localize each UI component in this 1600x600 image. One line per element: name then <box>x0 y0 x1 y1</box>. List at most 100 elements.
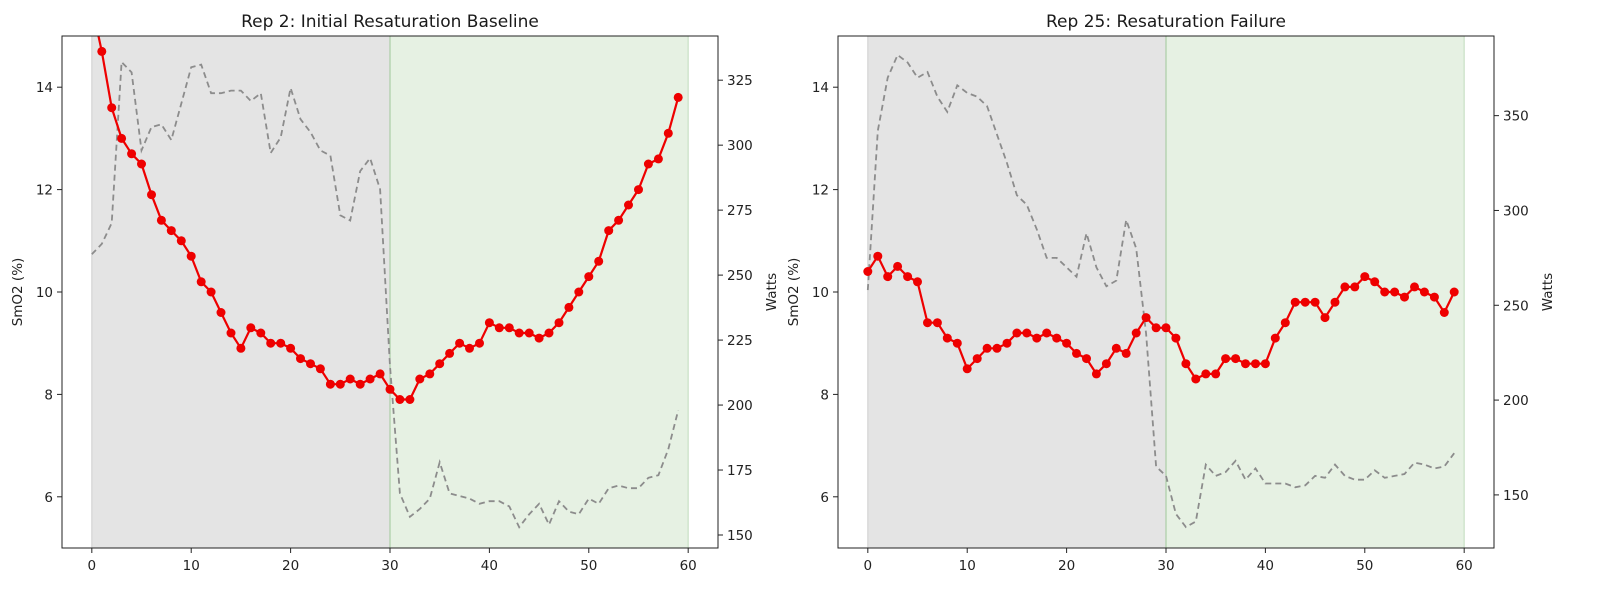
y-axis-label-right: Watts <box>1540 273 1556 311</box>
smo2-point <box>196 277 206 287</box>
smo2-point <box>306 359 315 369</box>
smo2-point <box>97 46 107 56</box>
smo2-point <box>504 323 514 333</box>
y-tick-label-right: 250 <box>1503 298 1529 314</box>
x-tick-label: 30 <box>381 558 398 574</box>
smo2-point <box>127 149 137 159</box>
y-tick-label-left: 8 <box>820 387 829 403</box>
smo2-point <box>962 364 972 374</box>
chart-rep-25: Rep 25: Resaturation Failure SmO2 (%) Wa… <box>786 12 1556 574</box>
smo2-point <box>147 190 156 200</box>
smo2-point <box>1380 287 1390 297</box>
smo2-point <box>1320 313 1330 323</box>
smo2-point <box>1260 359 1270 369</box>
y-tick-label-left: 8 <box>44 387 53 403</box>
smo2-point <box>1181 359 1191 369</box>
smo2-point <box>455 338 465 348</box>
smo2-point <box>1161 323 1171 333</box>
smo2-point <box>216 308 226 317</box>
smo2-point <box>1419 287 1429 297</box>
smo2-point <box>355 379 365 389</box>
smo2-point <box>893 261 903 271</box>
smo2-point <box>634 185 643 195</box>
smo2-point <box>475 338 484 348</box>
y-tick-label-right: 300 <box>1503 203 1529 219</box>
smo2-point <box>226 328 236 338</box>
smo2-point <box>1251 359 1260 369</box>
smo2-point <box>643 159 653 169</box>
chart-title: Rep 2: Initial Resaturation Baseline <box>241 12 539 32</box>
smo2-point <box>335 379 345 389</box>
smo2-point <box>1191 374 1201 384</box>
smo2-point <box>584 272 594 282</box>
chart-title: Rep 25: Resaturation Failure <box>1046 12 1286 32</box>
smo2-point <box>1330 297 1340 307</box>
y-tick-label-right: 275 <box>727 203 753 219</box>
smo2-point <box>624 200 633 210</box>
smo2-point <box>544 328 554 338</box>
smo2-point <box>107 103 117 113</box>
smo2-point <box>435 359 445 369</box>
y-tick-label-right: 150 <box>1503 488 1529 504</box>
smo2-point <box>1231 354 1241 364</box>
y-tick-label-left: 12 <box>812 183 829 199</box>
y-tick-label-right: 200 <box>1503 393 1529 409</box>
smo2-point <box>1151 323 1161 333</box>
smo2-point <box>1221 354 1231 364</box>
smo2-point <box>246 323 256 333</box>
x-tick-label: 20 <box>1058 558 1075 574</box>
smo2-point <box>574 287 584 297</box>
smo2-point <box>873 251 883 261</box>
smo2-point <box>1201 369 1211 379</box>
y-tick-label-left: 14 <box>36 80 53 96</box>
series-group <box>91 36 683 529</box>
smo2-point <box>923 318 932 328</box>
smo2-point <box>952 338 962 348</box>
smo2-point <box>1270 333 1280 343</box>
smo2-point <box>484 318 494 328</box>
series-group <box>863 53 1459 529</box>
smo2-point <box>236 343 246 353</box>
smo2-point <box>345 374 355 384</box>
smo2-point <box>1449 287 1459 297</box>
smo2-point <box>614 215 624 225</box>
smo2-point <box>673 92 683 102</box>
smo2-point <box>1012 328 1022 338</box>
smo2-point <box>604 226 614 236</box>
smo2-point <box>1141 313 1151 323</box>
y-tick-label-left: 12 <box>36 183 53 199</box>
y-tick-label-right: 150 <box>727 528 753 544</box>
smo2-point <box>1211 369 1221 379</box>
smo2-point <box>405 395 415 404</box>
x-tick-label: 0 <box>864 558 873 574</box>
smo2-point <box>514 328 524 338</box>
smo2-point <box>1082 354 1091 364</box>
smo2-point <box>913 277 922 287</box>
smo2-point <box>1310 297 1320 307</box>
y-tick-label-left: 10 <box>812 285 829 301</box>
smo2-point <box>1042 328 1052 338</box>
smo2-point <box>186 251 196 261</box>
smo2-point <box>1340 282 1350 292</box>
smo2-point <box>883 272 893 282</box>
recovery-interval-region <box>390 36 689 548</box>
y-tick-label-right: 225 <box>727 333 753 349</box>
x-tick-label: 0 <box>88 558 97 574</box>
smo2-point <box>932 318 942 328</box>
work-interval-region <box>91 36 391 548</box>
smo2-point <box>365 374 375 384</box>
smo2-point <box>315 364 325 374</box>
smo2-point <box>156 215 166 225</box>
x-tick-label: 40 <box>1257 558 1274 574</box>
x-tick-label: 60 <box>680 558 697 574</box>
smo2-point <box>992 343 1002 353</box>
smo2-point <box>465 343 474 353</box>
y-tick-label-left: 10 <box>36 285 53 301</box>
plot-area: 0 10 20 30 40 50 60 6 8 10 12 14 150 200 250 300 350 <box>812 35 1529 574</box>
smo2-point <box>534 333 544 343</box>
smo2-point <box>1032 333 1042 343</box>
smo2-point <box>653 154 663 164</box>
y-tick-label-right: 175 <box>727 463 753 479</box>
smo2-point <box>1350 282 1360 292</box>
